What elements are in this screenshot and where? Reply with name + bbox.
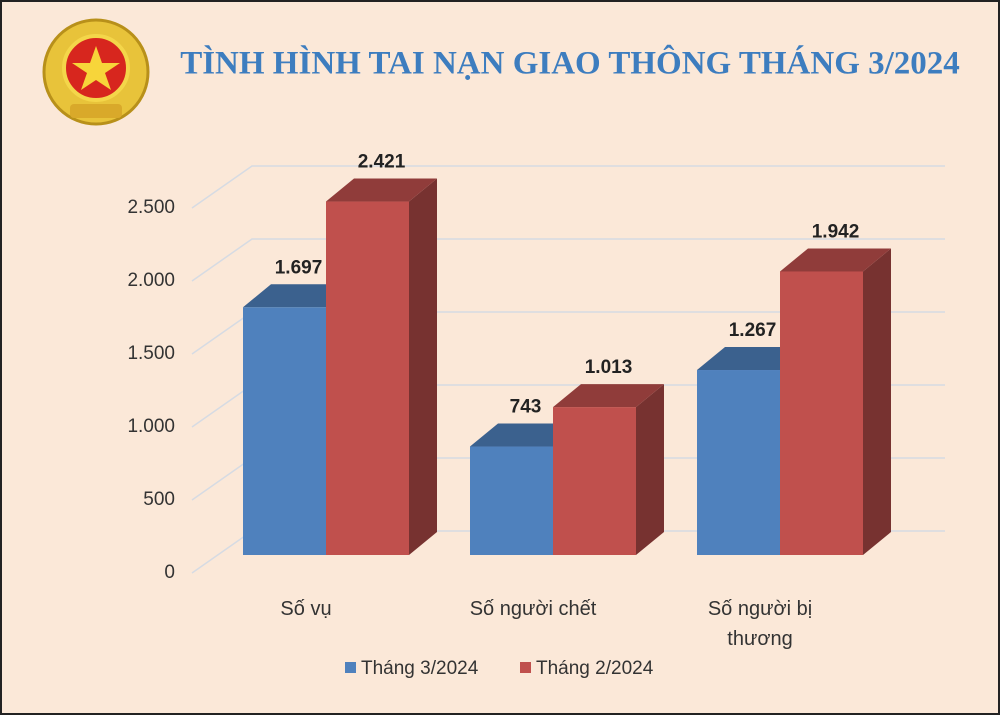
bar-top — [780, 248, 891, 272]
x-tick-label: Số người bị thương — [707, 598, 813, 650]
y-tick-label: 500 — [143, 489, 175, 510]
chart-title: TÌNH HÌNH TAI NẠN GIAO THÔNG THÁNG 3/202… — [180, 44, 960, 82]
legend-swatch — [520, 662, 531, 673]
bar-front — [243, 307, 326, 555]
grid-line — [191, 238, 945, 282]
bar-front — [326, 201, 409, 555]
x-tick-label: Số người chết — [469, 598, 597, 620]
bar-side — [863, 248, 891, 555]
bar-front — [780, 271, 863, 555]
y-tick-label: 2.500 — [127, 197, 175, 218]
bar-top — [553, 384, 664, 408]
grid-line — [191, 165, 945, 209]
y-tick-label: 1.000 — [127, 416, 175, 437]
bar-front — [470, 446, 553, 555]
value-label: 1.013 — [585, 357, 633, 378]
bar-front — [697, 370, 780, 555]
y-tick-label: 0 — [164, 562, 175, 583]
bar — [780, 248, 891, 555]
bar-top — [326, 178, 437, 202]
value-label: 743 — [510, 397, 542, 418]
legend-label: Tháng 2/2024 — [536, 658, 654, 679]
bar-side — [409, 178, 437, 555]
x-tick-label: Số vụ — [280, 598, 332, 620]
bar-front — [553, 407, 636, 555]
bar-side — [636, 384, 664, 555]
value-label: 1.942 — [812, 221, 860, 242]
y-tick-label: 2.000 — [127, 270, 175, 291]
legend-label: Tháng 3/2024 — [361, 658, 479, 679]
value-label: 1.267 — [729, 320, 777, 341]
bar — [553, 384, 664, 555]
value-label: 1.697 — [275, 257, 323, 278]
emblem — [42, 18, 150, 126]
bar — [326, 178, 437, 555]
legend-swatch — [345, 662, 356, 673]
value-label: 2.421 — [358, 152, 406, 173]
y-tick-label: 1.500 — [127, 343, 175, 364]
